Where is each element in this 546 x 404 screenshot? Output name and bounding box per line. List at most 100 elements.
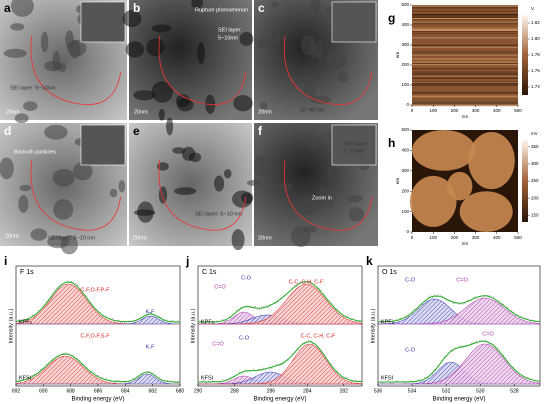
raw-point — [484, 339, 486, 341]
tem-particle — [172, 147, 186, 154]
x-tick-label: 500 — [514, 235, 522, 240]
y-axis-label: nm — [395, 52, 400, 59]
raw-point — [279, 297, 281, 299]
raw-point — [240, 306, 242, 308]
raw-point — [409, 380, 411, 382]
tem-particle — [66, 39, 87, 57]
afm-grain — [412, 130, 476, 171]
tem-particle — [40, 31, 49, 53]
raw-point — [128, 381, 130, 383]
tem-particle — [125, 41, 144, 58]
panel-annotation: 10~40 nm — [300, 107, 325, 113]
y-tick-label: 200 — [401, 188, 409, 193]
peak-label: C-C, C-H, C-F — [301, 333, 336, 339]
raw-point — [418, 307, 419, 309]
fit-peak — [378, 343, 541, 385]
raw-point — [152, 372, 154, 374]
panel-annotation: SEI layer: 5~10 nm — [195, 211, 242, 217]
tem-particle — [60, 235, 78, 255]
raw-point — [525, 317, 527, 319]
tem-particle — [44, 124, 68, 140]
afm-streak — [412, 75, 518, 77]
raw-point — [66, 352, 68, 354]
raw-point — [275, 364, 277, 366]
x-tick-label: 682 — [148, 388, 157, 394]
afm-streak — [412, 10, 518, 12]
raw-point — [361, 322, 363, 324]
afm-streak — [412, 64, 518, 66]
raw-point — [458, 345, 460, 347]
raw-point — [256, 368, 258, 370]
raw-point — [205, 382, 207, 384]
raw-point — [213, 322, 215, 324]
y-tick-label: 100 — [401, 82, 409, 87]
tem-particle — [14, 113, 29, 124]
raw-point — [52, 360, 54, 362]
raw-point — [499, 303, 500, 305]
raw-point — [111, 318, 113, 320]
colorbar-tick-label: 1.78 — [531, 52, 540, 57]
raw-point — [347, 315, 349, 317]
raw-point — [248, 307, 250, 309]
raw-point — [533, 321, 535, 323]
raw-point — [381, 320, 383, 322]
sample-label: KPF₆ — [201, 319, 214, 325]
raw-point — [482, 296, 484, 298]
raw-point — [462, 303, 464, 305]
raw-point — [201, 380, 203, 382]
raw-point — [74, 283, 76, 285]
raw-point — [279, 365, 281, 367]
raw-point — [379, 320, 381, 322]
afm-streak — [412, 101, 518, 104]
raw-point — [203, 380, 205, 382]
tem-particle — [325, 166, 334, 175]
x-tick-label: 692 — [12, 388, 21, 394]
raw-point — [101, 315, 103, 317]
raw-point — [476, 342, 478, 344]
y-tick-label: 300 — [401, 42, 409, 47]
y-tick-label: 500 — [401, 127, 409, 132]
raw-point — [345, 317, 347, 319]
raw-point — [222, 319, 224, 321]
panel-annotation: 20nm — [258, 109, 272, 115]
raw-point — [418, 379, 419, 381]
peak-label: C-O — [405, 347, 416, 353]
raw-point — [72, 281, 74, 283]
x-tick-label: 0 — [411, 108, 414, 113]
raw-point — [138, 376, 140, 378]
tem-particle — [73, 161, 93, 181]
raw-point — [118, 319, 119, 321]
panel-letter: g — [388, 11, 395, 25]
raw-point — [146, 372, 148, 374]
fit-peak — [16, 315, 180, 325]
tem-particle — [324, 51, 348, 69]
raw-point — [230, 376, 232, 378]
raw-point — [458, 303, 460, 305]
tem-particle — [256, 37, 268, 49]
raw-point — [503, 303, 505, 305]
afm-streak — [412, 22, 518, 25]
raw-point — [222, 379, 224, 381]
raw-point — [492, 343, 494, 345]
afm-streak — [412, 51, 518, 54]
x-tick-label: 288 — [230, 388, 239, 394]
x-tick-label: 532 — [442, 388, 451, 394]
x-tick-label: 100 — [429, 108, 437, 113]
tem-particle — [315, 40, 324, 61]
tem-inset — [331, 1, 377, 43]
raw-point — [420, 380, 422, 382]
raw-point — [81, 364, 83, 366]
colorbar-tick-label: 200 — [531, 195, 539, 200]
peak-label: K-F — [146, 344, 156, 350]
raw-point — [109, 317, 111, 319]
raw-point — [407, 316, 409, 318]
panel-letter: i — [4, 254, 7, 268]
raw-point — [201, 322, 203, 324]
raw-point — [539, 322, 541, 324]
raw-point — [345, 376, 347, 378]
raw-point — [341, 376, 342, 378]
raw-point — [395, 318, 397, 320]
y-tick-label: 500 — [401, 2, 409, 7]
afm-streak — [412, 16, 518, 18]
tem-particle — [3, 48, 27, 58]
